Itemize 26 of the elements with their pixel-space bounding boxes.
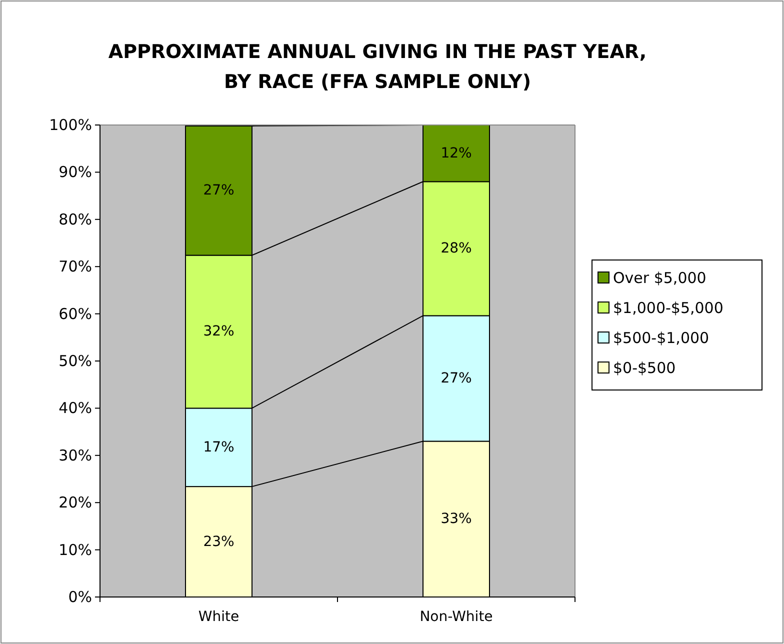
x-tick-label: White [198, 609, 240, 625]
data-label: 32% [203, 324, 234, 340]
y-tick-label: 10% [58, 540, 92, 559]
y-tick-label: 30% [58, 446, 92, 464]
legend-label: $500-$1,000 [613, 329, 710, 347]
chart-title: APPROXIMATE ANNUAL GIVING IN THE PAST YEAR, BY RACE (FFA SAMPLE ONLY) [108, 41, 647, 93]
y-tick-label: 90% [58, 163, 92, 182]
data-label: 27% [203, 182, 234, 199]
y-tick-label: 0% [68, 588, 92, 606]
legend-label: Over $5,000 [613, 269, 706, 287]
data-label: 12% [440, 145, 472, 162]
x-tick-label: Non-White [420, 609, 493, 625]
y-tick-label: 80% [58, 210, 92, 228]
data-label: 27% [440, 370, 472, 386]
data-label: 23% [203, 534, 234, 550]
legend-label: $1,000-$5,000 [613, 299, 724, 317]
y-tick-label: 50% [58, 352, 92, 370]
data-label: 33% [440, 511, 472, 528]
y-tick-label: 20% [58, 494, 92, 512]
y-tick-label: 60% [58, 304, 92, 323]
y-tick-label: 100% [49, 116, 92, 134]
data-label: 17% [203, 439, 234, 456]
data-label: 28% [440, 240, 472, 257]
legend-label: $0-$500 [613, 359, 676, 377]
y-tick-label: 70% [58, 258, 92, 276]
y-tick-label: 40% [58, 399, 92, 418]
